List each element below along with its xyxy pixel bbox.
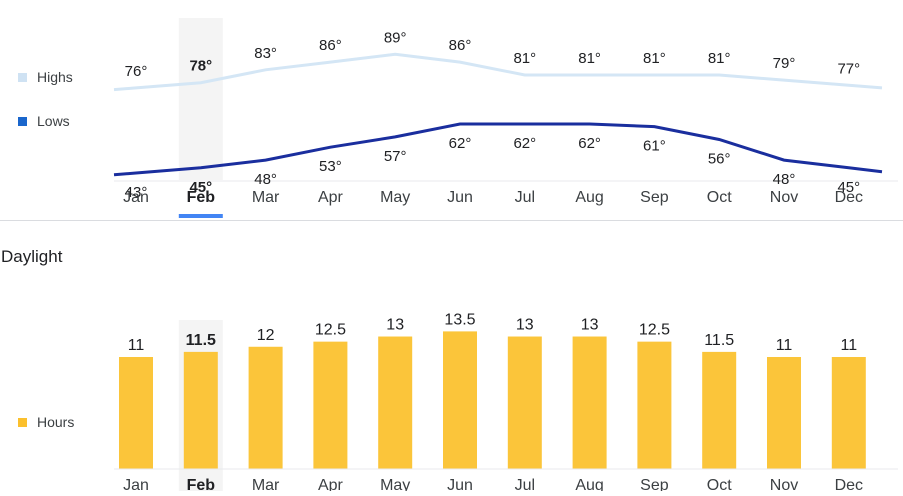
- high-label-sep: 81°: [643, 50, 666, 67]
- bar-label-mar: 12: [257, 327, 275, 344]
- selected-month-indicator: [178, 214, 223, 218]
- daylight-month-jul: Jul: [515, 477, 535, 491]
- low-label-aug: 62°: [578, 135, 601, 152]
- temp-month-sep: Sep: [640, 189, 669, 206]
- daylight-month-may: May: [380, 477, 410, 491]
- daylight-month-apr: Apr: [318, 477, 344, 491]
- selected-column-highlight: [178, 18, 223, 180]
- bar-label-sep: 12.5: [639, 322, 670, 339]
- bar-label-may: 13: [386, 317, 404, 334]
- low-label-sep: 61°: [643, 138, 666, 155]
- high-label-jun: 86°: [449, 37, 472, 54]
- daylight-month-mar: Mar: [252, 477, 280, 491]
- temp-month-jan: Jan: [123, 189, 149, 206]
- high-label-feb: 78°: [189, 58, 212, 75]
- legend-lows: Lows: [18, 113, 70, 129]
- bar-label-dec: 11: [840, 337, 857, 354]
- bar-feb: [183, 351, 218, 469]
- low-label-apr: 53°: [319, 158, 342, 175]
- high-label-jul: 81°: [513, 50, 536, 67]
- bar-sep: [637, 341, 672, 469]
- bar-apr: [313, 341, 348, 469]
- bar-nov: [767, 357, 801, 469]
- high-label-oct: 81°: [708, 50, 731, 67]
- temp-month-mar: Mar: [252, 189, 280, 206]
- high-label-apr: 86°: [319, 37, 342, 54]
- temp-month-oct: Oct: [707, 189, 732, 206]
- low-label-jul: 62°: [513, 135, 536, 152]
- legend-lows-label: Lows: [37, 113, 70, 129]
- temp-month-jun: Jun: [447, 189, 473, 206]
- high-label-nov: 79°: [773, 55, 796, 72]
- bar-may: [378, 336, 413, 469]
- bar-label-jan: 11: [128, 337, 145, 354]
- low-label-dec: 45°: [837, 179, 860, 196]
- high-label-dec: 77°: [837, 60, 860, 77]
- low-label-nov: 48°: [773, 171, 796, 188]
- lows-swatch: [18, 116, 27, 126]
- bar-jan: [119, 357, 153, 469]
- bar-mar: [248, 346, 283, 469]
- hours-swatch: [18, 417, 27, 427]
- temp-month-nov: Nov: [770, 189, 798, 206]
- bar-aug: [572, 336, 607, 469]
- bar-label-jul: 13: [516, 317, 534, 334]
- bar-jul: [507, 336, 542, 469]
- legend-highs: Highs: [18, 69, 73, 85]
- daylight-month-aug: Aug: [575, 477, 603, 491]
- temp-month-aug: Aug: [575, 189, 603, 206]
- temp-month-jul: Jul: [515, 189, 535, 206]
- low-label-jun: 62°: [449, 135, 472, 152]
- daylight-month-feb: Feb: [187, 477, 216, 491]
- bar-oct: [702, 351, 737, 469]
- temp-month-dec: Dec: [835, 189, 863, 206]
- high-label-aug: 81°: [578, 50, 601, 67]
- daylight-month-nov: Nov: [770, 477, 798, 491]
- lows-line: [113, 122, 883, 177]
- low-label-may: 57°: [384, 148, 407, 165]
- daylight-month-dec: Dec: [835, 477, 863, 491]
- temp-month-may: May: [380, 189, 410, 206]
- daylight-month-oct: Oct: [707, 477, 732, 491]
- low-label-mar: 48°: [254, 171, 277, 188]
- legend-hours-label: Hours: [37, 414, 75, 430]
- temp-month-feb: Feb: [187, 189, 216, 206]
- bar-label-jun: 13.5: [444, 311, 475, 328]
- bar-label-feb: 11.5: [186, 332, 216, 349]
- temp-month-apr: Apr: [318, 189, 344, 206]
- low-label-feb: 45°: [189, 179, 212, 196]
- section-divider: [0, 220, 903, 221]
- daylight-title: Daylight: [1, 247, 63, 266]
- daylight-month-sep: Sep: [640, 477, 669, 491]
- bar-label-aug: 13: [581, 317, 599, 334]
- daylight-month-jan: Jan: [123, 477, 149, 491]
- high-label-mar: 83°: [254, 45, 277, 62]
- bar-jun: [443, 331, 477, 469]
- legend-highs-label: Highs: [37, 69, 73, 85]
- bar-label-oct: 11.5: [704, 332, 734, 349]
- daylight-month-jun: Jun: [447, 477, 473, 491]
- highs-line: [113, 52, 883, 92]
- low-label-oct: 56°: [708, 150, 731, 167]
- highs-swatch: [18, 72, 27, 82]
- high-label-jan: 76°: [125, 63, 148, 80]
- bar-dec: [831, 357, 866, 469]
- legend-hours: Hours: [18, 414, 74, 430]
- bar-label-nov: 11: [776, 337, 793, 354]
- low-label-jan: 43°: [125, 184, 148, 201]
- bar-label-apr: 12.5: [315, 322, 346, 339]
- high-label-may: 89°: [384, 29, 407, 46]
